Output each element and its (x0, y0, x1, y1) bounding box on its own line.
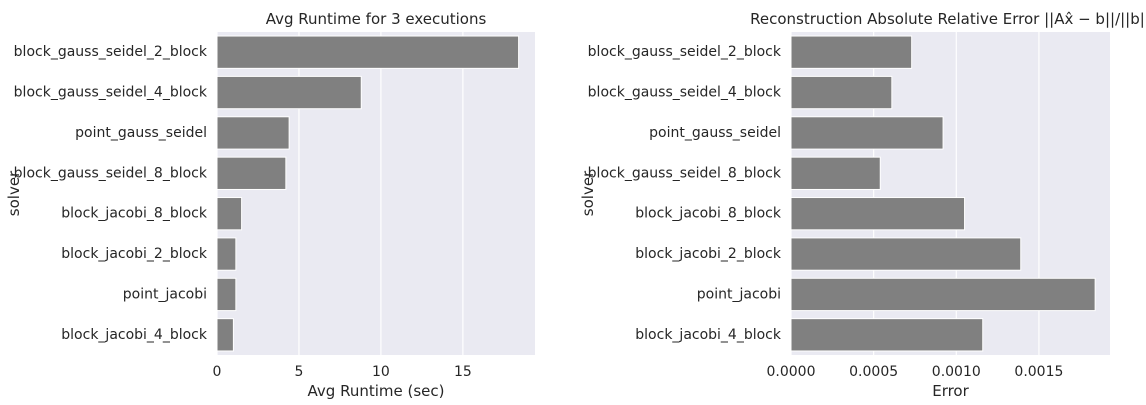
bar (790, 35, 913, 69)
x-tick-label: 0 (213, 364, 222, 380)
bar (216, 237, 237, 271)
category-label: point_gauss_seidel (75, 125, 207, 141)
category-label: block_jacobi_8_block (61, 206, 208, 222)
x-tick-label: 0.0015 (1014, 364, 1063, 380)
category-label: point_gauss_seidel (649, 125, 781, 141)
category-label: block_gauss_seidel_8_block (588, 165, 782, 181)
x-tick-label: 0.0010 (932, 364, 981, 380)
y-axis-label: solver (579, 170, 597, 216)
x-tick-label: 10 (372, 364, 390, 380)
bar (790, 237, 1022, 271)
category-label: point_jacobi (697, 286, 781, 302)
chart-panel-1: 0 5 10 15 block_gauss_seidel_2_block block_ga… (5, 10, 535, 400)
bar (216, 35, 520, 69)
bar (790, 318, 984, 352)
chart-panel-2: 0.0000 0.0005 0.0010 0.0015 block_gauss_seid… (579, 10, 1146, 400)
bar (216, 197, 243, 231)
bar (216, 318, 234, 352)
category-label: point_jacobi (123, 286, 207, 302)
bar (790, 75, 893, 110)
x-tick-label: 0.0000 (767, 364, 816, 380)
category-label: block_gauss_seidel_4_block (588, 85, 782, 101)
bar (216, 277, 237, 312)
bar (216, 156, 287, 190)
bar (790, 197, 966, 231)
category-label: block_jacobi_8_block (635, 206, 782, 222)
x-tick-label: 15 (454, 364, 472, 380)
category-label: block_jacobi_2_block (61, 246, 208, 262)
chart-title: Reconstruction Absolute Relative Error |… (750, 10, 1146, 28)
bar (790, 156, 881, 190)
category-label: block_jacobi_4_block (61, 327, 208, 343)
x-tick-label: 0.0005 (849, 364, 898, 380)
bar (216, 116, 290, 150)
y-axis-label: solver (5, 170, 23, 216)
bar (790, 277, 1096, 312)
category-label: block_gauss_seidel_8_block (14, 165, 208, 181)
category-label: block_gauss_seidel_2_block (588, 44, 782, 60)
x-axis-label: Error (932, 382, 969, 400)
x-tick-label: 5 (294, 364, 303, 380)
x-axis-label: Avg Runtime (sec) (308, 382, 445, 400)
bar (790, 116, 944, 150)
category-label: block_gauss_seidel_2_block (14, 44, 208, 60)
category-label: block_jacobi_2_block (635, 246, 782, 262)
bar (216, 75, 362, 110)
chart-title: Avg Runtime for 3 executions (266, 10, 487, 28)
category-label: block_jacobi_4_block (635, 327, 782, 343)
category-label: block_gauss_seidel_4_block (14, 85, 208, 101)
